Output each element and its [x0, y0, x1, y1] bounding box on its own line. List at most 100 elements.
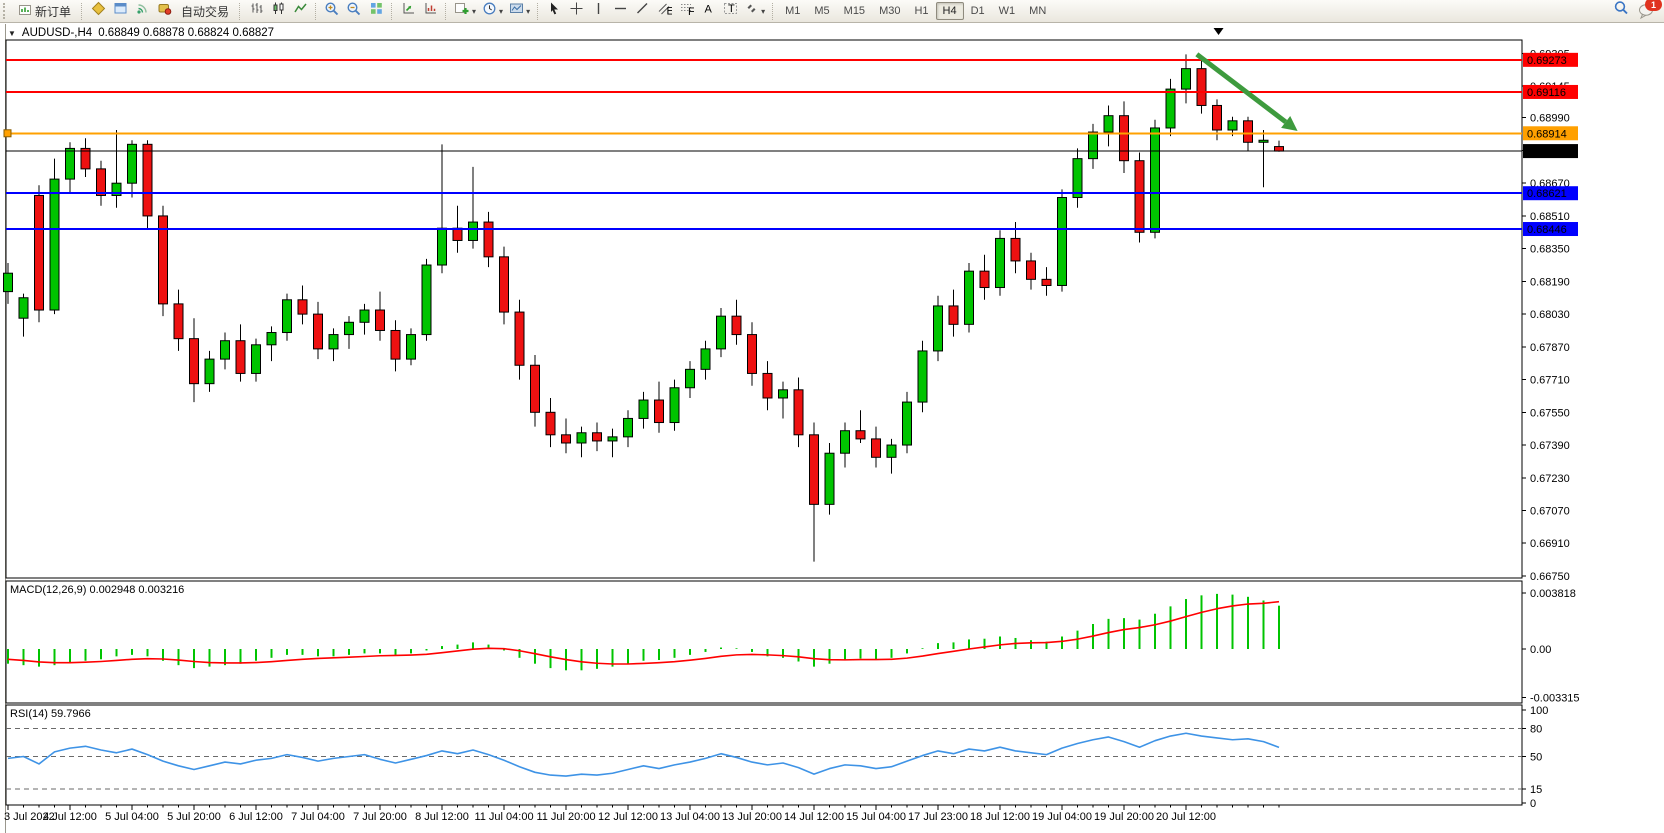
- bar-chart-button[interactable]: [245, 1, 267, 21]
- trend-arrow-annotation[interactable]: [1195, 52, 1298, 132]
- vertical-line-button[interactable]: [587, 1, 609, 21]
- candle-body-up: [127, 143, 137, 184]
- horizontal-line[interactable]: 0.68621: [6, 186, 1578, 201]
- grid-arrange-icon: [423, 1, 438, 21]
- macd-tick-label: -0.003315: [1530, 693, 1580, 705]
- price-tag: [1523, 52, 1578, 67]
- zoom-out-button[interactable]: [343, 1, 365, 21]
- new-order-button[interactable]: 新订单: [12, 1, 77, 21]
- candle-body-up: [1150, 127, 1160, 233]
- candle-body-up: [623, 417, 633, 438]
- candle: [1196, 58, 1207, 114]
- candle: [669, 379, 680, 431]
- cursor-icon: [547, 1, 562, 21]
- auto-arrange-button[interactable]: [397, 1, 419, 21]
- text-label-button[interactable]: T: [719, 1, 741, 21]
- candle-body-up: [359, 309, 370, 323]
- candle: [390, 320, 401, 372]
- candle: [483, 211, 494, 268]
- horizontal-line[interactable]: 0.69273: [6, 52, 1578, 67]
- grid-arrange-button[interactable]: [419, 1, 441, 21]
- zoom-in-button[interactable]: [321, 1, 343, 21]
- candle-body-up: [65, 147, 75, 180]
- candle-body-down: [747, 334, 757, 374]
- price-tag: [1523, 222, 1578, 237]
- text-button[interactable]: A: [697, 1, 719, 21]
- candle: [1026, 252, 1036, 290]
- horizontal-line[interactable]: 0.68914: [3, 126, 1578, 141]
- chat-icon[interactable]: 1: [1638, 0, 1662, 20]
- chart-title: AUDUSD-,H4: [21, 27, 93, 39]
- tab-h4[interactable]: H4: [935, 2, 964, 20]
- candle: [809, 422, 819, 562]
- candle-body-down: [979, 270, 990, 289]
- tab-h1[interactable]: H1: [914, 5, 929, 17]
- candle: [204, 350, 215, 392]
- fibonacci-button[interactable]: F: [675, 1, 697, 21]
- toolbar-grip[interactable]: [3, 3, 9, 19]
- macd-axis[interactable]: 0.003818 0.00 -0.003315: [1522, 588, 1580, 705]
- arrow-shaft[interactable]: [1195, 52, 1288, 124]
- tab-mn[interactable]: MN: [1029, 5, 1047, 17]
- rsi-pane[interactable]: [5, 704, 1523, 806]
- candle-body-down: [762, 372, 773, 399]
- tab-m5[interactable]: M5: [814, 5, 830, 17]
- candlestick-button[interactable]: [267, 1, 289, 21]
- tab-d1[interactable]: D1: [970, 5, 985, 17]
- tab-m15[interactable]: M15: [843, 5, 866, 17]
- price-tag: [1523, 84, 1578, 99]
- time-label: 8 Jul 12:00: [415, 811, 469, 823]
- candle: [142, 140, 153, 229]
- horizontal-line[interactable]: 0.68446: [6, 222, 1578, 237]
- time-label: 13 Jul 20:00: [722, 811, 782, 823]
- macd-pane[interactable]: [5, 580, 1523, 704]
- rsi-tick-label: 0: [1530, 798, 1536, 810]
- candle-body-down: [1196, 68, 1207, 106]
- signals-button[interactable]: [131, 1, 153, 21]
- auto-trading-button[interactable]: 自动交易: [175, 1, 235, 21]
- tile-windows-button[interactable]: [365, 1, 387, 21]
- autotrade-button[interactable]: [153, 1, 175, 21]
- hline-handle[interactable]: [3, 129, 12, 138]
- candle: [499, 246, 509, 325]
- period-clock-button[interactable]: ▾: [479, 1, 506, 21]
- rsi-axis[interactable]: 100 80 50 15 0: [1522, 705, 1548, 810]
- new-chart-icon: [454, 1, 470, 21]
- price-tag: [1523, 126, 1578, 141]
- data-window-button[interactable]: [109, 1, 131, 21]
- rsi-tick-label: 100: [1530, 705, 1548, 717]
- candle: [34, 185, 44, 323]
- search-icon[interactable]: [1613, 0, 1630, 22]
- template-button[interactable]: ▾: [506, 1, 533, 21]
- candle-body-up: [421, 264, 432, 336]
- template-icon: [509, 1, 524, 21]
- chart-canvas[interactable]: 0.693050.691450.689900.688300.686700.685…: [0, 24, 1664, 833]
- crosshair-button[interactable]: [565, 1, 587, 21]
- horizontal-line[interactable]: 0.68827: [6, 144, 1578, 159]
- collapse-arrow-icon[interactable]: ▼: [8, 28, 16, 38]
- candle: [235, 324, 246, 382]
- separator: [537, 2, 539, 20]
- line-chart-button[interactable]: [289, 1, 311, 21]
- tab-m30[interactable]: M30: [879, 5, 901, 17]
- chart-shift-marker[interactable]: [1213, 28, 1224, 35]
- time-label: 17 Jul 23:00: [908, 811, 968, 823]
- candle-body-down: [34, 194, 44, 311]
- horizontal-line-button[interactable]: [609, 1, 631, 21]
- trendline-button[interactable]: [631, 1, 653, 21]
- main-pane[interactable]: [5, 39, 1523, 579]
- tab-m1[interactable]: M1: [785, 5, 801, 17]
- tab-w1[interactable]: W1: [998, 5, 1016, 17]
- price-tag-label: 0.68446: [1527, 224, 1567, 236]
- cursor-button[interactable]: [543, 1, 565, 21]
- equidistant-channel-button[interactable]: E: [653, 1, 675, 21]
- new-chart-button[interactable]: ▾: [451, 1, 479, 21]
- market-watch-button[interactable]: [87, 1, 109, 21]
- new-order-icon: [18, 3, 32, 20]
- arrows-button[interactable]: ▾: [741, 1, 768, 21]
- candle: [359, 303, 370, 335]
- horizontal-line[interactable]: 0.69116: [6, 84, 1578, 99]
- candle: [328, 328, 339, 362]
- time-label: 5 Jul 20:00: [167, 811, 221, 823]
